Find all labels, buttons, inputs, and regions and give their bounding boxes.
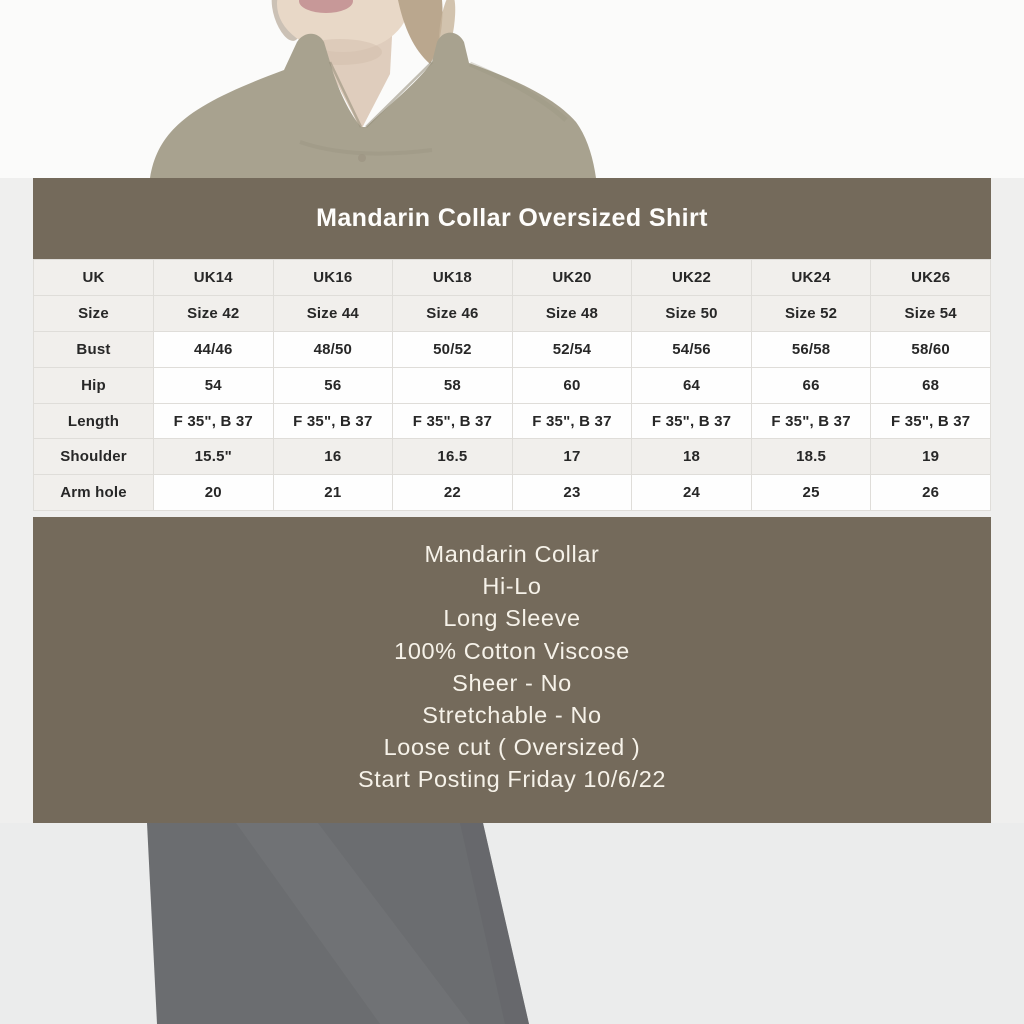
model-photo-bottom (0, 823, 1024, 1024)
size-cell: 54/56 (631, 330, 752, 368)
size-cell: 60 (511, 366, 633, 404)
table-row-uk: UK UK14 UK16 UK18 UK20 UK22 UK24 UK26 (33, 259, 991, 296)
detail-line: Stretchable - No (422, 702, 602, 729)
row-label-length: Length (33, 402, 154, 440)
size-cell: F 35", B 37 (511, 402, 633, 440)
size-cell: UK22 (631, 259, 752, 296)
table-row-bust: Bust 44/46 48/50 50/52 52/54 54/56 56/58… (33, 330, 991, 368)
size-cell: Size 54 (870, 294, 991, 332)
detail-line: Start Posting Friday 10/6/22 (357, 766, 667, 793)
size-cell: F 35", B 37 (631, 402, 752, 440)
size-cell: UK20 (511, 259, 633, 296)
model-photo-top (0, 0, 1024, 178)
detail-line: Mandarin Collar (424, 541, 600, 567)
size-cell: 58 (392, 366, 513, 404)
size-cell: 52/54 (511, 330, 633, 368)
size-cell: 58/60 (870, 330, 991, 368)
size-cell: 16 (272, 438, 394, 476)
size-cell: 64 (631, 366, 752, 404)
size-cell: Size 52 (750, 294, 872, 332)
row-label-bust: Bust (33, 330, 154, 368)
row-label-shoulder: Shoulder (33, 438, 154, 476)
shoulder-shadow (469, 61, 568, 122)
size-cell: 18.5 (750, 438, 872, 476)
size-cell: 16.5 (392, 438, 513, 476)
size-cell: 23 (511, 474, 633, 512)
size-cell: 18 (631, 438, 752, 476)
size-cell: 68 (870, 366, 991, 404)
table-row-armhole: Arm hole 20 21 22 23 24 25 26 (33, 474, 991, 512)
size-cell: 24 (631, 474, 752, 512)
size-cell: UK26 (870, 259, 991, 296)
skirt-edge-shadow (460, 823, 529, 1024)
table-row-length: Length F 35", B 37 F 35", B 37 F 35", B … (33, 402, 991, 440)
size-cell: F 35", B 37 (870, 402, 991, 440)
size-cell: 17 (511, 438, 633, 476)
size-cell: Size 46 (392, 294, 513, 332)
size-cell: Size 50 (631, 294, 752, 332)
model-photo-bottom-art (0, 823, 1024, 1024)
row-label-uk: UK (33, 259, 154, 296)
table-row-hip: Hip 54 56 58 60 64 66 68 (33, 366, 991, 404)
table-row-shoulder: Shoulder 15.5" 16 16.5 17 18 18.5 19 (33, 438, 991, 476)
size-cell: 25 (750, 474, 872, 512)
size-cell: 50/52 (392, 330, 513, 368)
size-cell: 44/46 (153, 330, 274, 368)
size-cell: 21 (272, 474, 394, 512)
hair-strand-right (398, 0, 443, 64)
size-cell: 22 (392, 474, 513, 512)
size-cell: F 35", B 37 (153, 402, 274, 440)
size-cell: 20 (153, 474, 274, 512)
shirt-button (358, 154, 366, 162)
size-cell: UK24 (750, 259, 872, 296)
detail-line: Long Sleeve (443, 605, 581, 632)
row-label-size: Size (33, 294, 154, 332)
detail-line: Hi-Lo (482, 573, 542, 600)
row-label-armhole: Arm hole (33, 474, 154, 512)
title-banner: Mandarin Collar Oversized Shirt (33, 178, 991, 259)
size-cell: F 35", B 37 (750, 402, 872, 440)
size-cell: Size 42 (153, 294, 274, 332)
detail-line: 100% Cotton Viscose (394, 637, 630, 664)
size-cell: UK16 (272, 259, 394, 296)
size-cell: 26 (870, 474, 991, 512)
size-cell: 66 (750, 366, 872, 404)
page-title: Mandarin Collar Oversized Shirt (316, 204, 708, 232)
size-cell: F 35", B 37 (392, 402, 513, 440)
collar-placket-edge (328, 61, 433, 128)
size-cell: 54 (153, 366, 274, 404)
shirt-fold (299, 140, 433, 156)
size-cell: Size 48 (511, 294, 633, 332)
row-label-hip: Hip (33, 366, 154, 404)
size-chart: UK UK14 UK16 UK18 UK20 UK22 UK24 UK26 Si… (33, 259, 991, 517)
size-cell: F 35", B 37 (272, 402, 394, 440)
detail-line: Sheer - No (452, 669, 572, 696)
size-cell: 56/58 (750, 330, 872, 368)
size-cell: UK18 (392, 259, 513, 296)
size-cell: Size 44 (272, 294, 394, 332)
size-cell: 48/50 (272, 330, 394, 368)
size-chart-table: UK UK14 UK16 UK18 UK20 UK22 UK24 UK26 Si… (33, 259, 991, 512)
skirt-sheen (236, 823, 470, 1024)
size-cell: 15.5" (153, 438, 274, 476)
size-cell: UK14 (153, 259, 274, 296)
details-panel: Mandarin Collar Hi-Lo Long Sleeve 100% C… (33, 517, 991, 823)
size-cell: 19 (870, 438, 991, 476)
detail-line: Loose cut ( Oversized ) (383, 734, 641, 761)
table-row-size: Size Size 42 Size 44 Size 46 Size 48 Siz… (33, 294, 991, 332)
size-cell: 56 (272, 366, 394, 404)
model-photo-top-art (0, 0, 1024, 178)
lips (299, 0, 353, 13)
